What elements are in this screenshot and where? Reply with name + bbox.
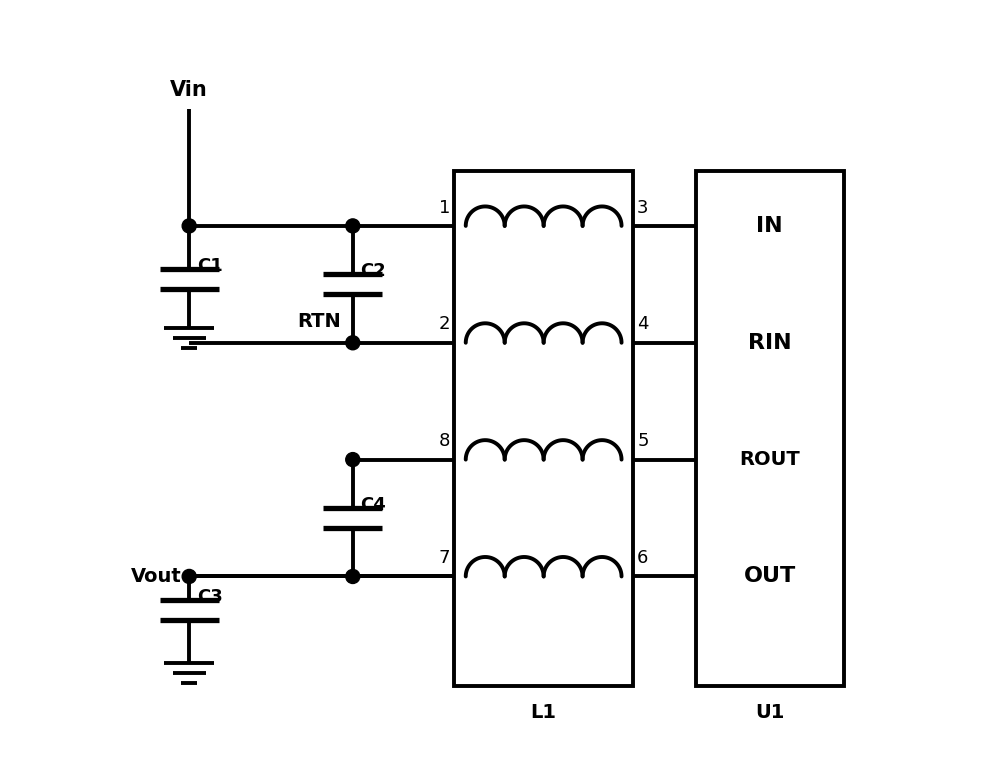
Text: Vout: Vout — [131, 567, 181, 586]
Text: 7: 7 — [439, 549, 451, 567]
Text: C3: C3 — [197, 588, 223, 606]
Circle shape — [346, 219, 360, 233]
Text: C1: C1 — [197, 257, 223, 275]
Circle shape — [346, 569, 360, 583]
Text: C4: C4 — [361, 496, 387, 514]
Circle shape — [182, 569, 196, 583]
Text: U1: U1 — [755, 703, 784, 721]
Text: RTN: RTN — [298, 312, 341, 331]
Text: 4: 4 — [637, 315, 649, 333]
Bar — [454, 171, 633, 686]
Circle shape — [346, 336, 360, 350]
Text: Vin: Vin — [171, 79, 208, 100]
Text: 2: 2 — [439, 315, 451, 333]
Text: IN: IN — [756, 216, 783, 236]
Text: C2: C2 — [361, 263, 387, 280]
Text: 5: 5 — [637, 432, 649, 450]
Text: 6: 6 — [637, 549, 649, 567]
Circle shape — [346, 453, 360, 467]
Text: 8: 8 — [439, 432, 451, 450]
Text: RIN: RIN — [747, 333, 792, 353]
Bar — [695, 171, 844, 686]
Text: OUT: OUT — [743, 566, 796, 587]
Text: 3: 3 — [637, 199, 649, 217]
Text: 1: 1 — [439, 199, 451, 217]
Circle shape — [182, 219, 196, 233]
Text: ROUT: ROUT — [740, 450, 800, 469]
Text: L1: L1 — [530, 703, 557, 721]
